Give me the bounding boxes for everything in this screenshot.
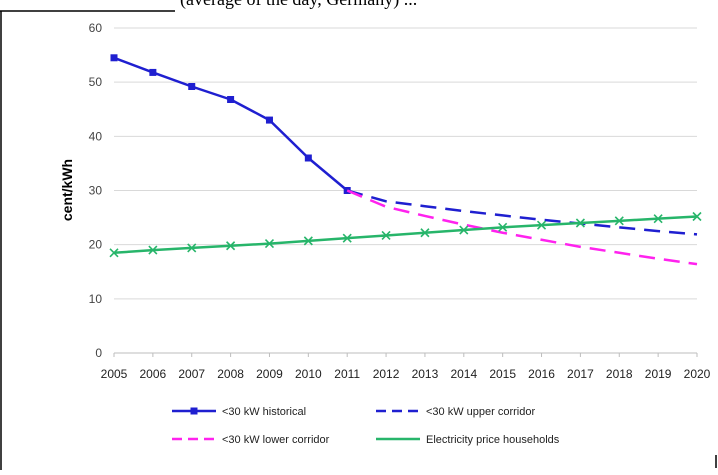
legend-entry: Electricity price households [376,434,560,446]
y-tick-label: 30 [89,184,103,198]
x-tick-label: 2013 [412,367,439,381]
legend-entry: <30 kW lower corridor [172,434,330,446]
x-tick-label: 2005 [101,367,128,381]
data-point-x [692,211,702,222]
x-tick-label: 2017 [567,367,594,381]
legend-label: <30 kW lower corridor [222,434,330,446]
data-point-square [188,83,196,90]
y-tick-label: 60 [89,21,103,35]
data-point-square [110,54,118,62]
data-point-x [575,218,585,228]
data-point-x [536,220,547,230]
data-point-x [614,216,624,226]
data-point-square [304,154,312,162]
data-point-x [459,225,469,235]
data-point-square [227,96,235,103]
x-tick-label: 2010 [295,367,322,381]
data-point-x [381,230,391,241]
data-point-x [148,245,158,255]
legend-label: <30 kW upper corridor [426,406,535,418]
data-point-x [109,248,119,258]
x-tick-labels: 2005 2006 2007 2008 2009 2010 2011 2012 2013 2014… [101,353,711,381]
x-tick-label: 2012 [373,367,400,381]
x-tick-label: 2014 [450,367,477,381]
x-tick-label: 2006 [140,367,167,381]
legend-label: Electricity price households [426,434,560,446]
x-tick-label: 2020 [684,367,711,381]
y-tick-label: 10 [89,292,103,306]
data-point-x [187,243,197,253]
x-tick-label: 2009 [256,367,283,381]
y-tick-label: 0 [95,346,102,360]
y-tick-label: 40 [89,129,103,143]
series-lines [109,54,702,266]
data-point-x [226,241,236,251]
legend-label: <30 kW historical [222,406,306,418]
series-line [346,189,698,236]
series-line [113,56,349,192]
cropped-caption: (average of the day, Germany) ... [180,0,700,9]
x-tick-label: 2008 [217,367,244,381]
data-point-square [149,68,157,76]
legend: <30 kW historical <30 kW upper corridor <3… [172,406,560,446]
legend-entry: <30 kW historical [172,406,306,418]
x-tick-label: 2015 [489,367,516,381]
data-point-square [265,116,273,124]
y-tick-label: 20 [89,238,103,252]
y-tick-label: 50 [89,75,103,89]
data-point-x [498,222,508,232]
data-point-x [303,236,313,246]
y-tick-labels: 0 10 20 30 40 50 60 [89,21,103,360]
data-point-x [342,233,352,243]
series-line [346,189,698,266]
legend-entry: <30 kW upper corridor [376,406,535,418]
data-point-x [264,239,275,249]
y-axis-label: cent/kWh [59,159,75,221]
x-tick-label: 2018 [606,367,633,381]
x-tick-label: 2016 [528,367,555,381]
series-line [113,215,698,255]
gridlines [114,27,697,300]
x-tick-label: 2007 [178,367,205,381]
legend-swatch-marker [190,407,198,415]
x-tick-label: 2019 [645,367,672,381]
x-tick-label: 2011 [334,367,360,381]
data-point-x [420,228,430,238]
data-point-x [653,214,663,224]
